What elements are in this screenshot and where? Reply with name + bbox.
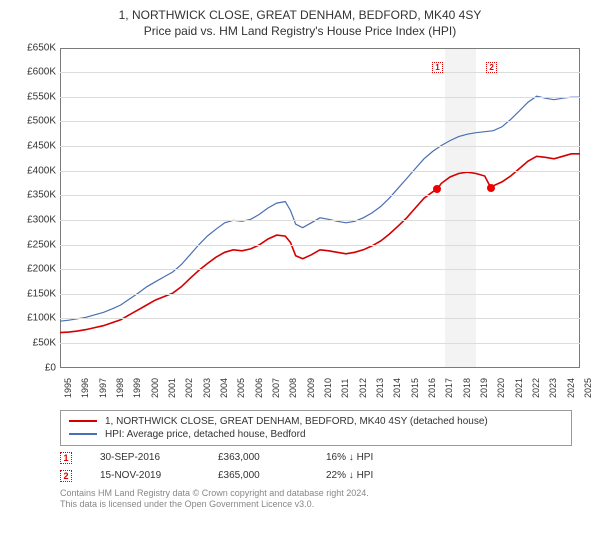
x-axis-tick: 2023 xyxy=(548,378,558,398)
y-axis-tick: £0 xyxy=(12,362,56,373)
sale-point-icon xyxy=(487,184,495,192)
sales-table: 1 30-SEP-2016 £363,000 16% ↓ HPI 2 15-NO… xyxy=(60,452,588,482)
x-axis-tick: 2013 xyxy=(375,378,385,398)
legend-swatch-hpi xyxy=(69,433,97,435)
sale-price: £365,000 xyxy=(218,470,298,481)
x-axis-tick: 2018 xyxy=(462,378,472,398)
x-axis-tick: 1997 xyxy=(98,378,108,398)
sale-diff: 22% ↓ HPI xyxy=(326,470,373,481)
x-axis-tick: 2008 xyxy=(288,378,298,398)
attribution-line: This data is licensed under the Open Gov… xyxy=(60,499,588,511)
gridline xyxy=(60,195,580,196)
gridline xyxy=(60,97,580,98)
x-axis-tick: 1998 xyxy=(115,378,125,398)
attribution: Contains HM Land Registry data © Crown c… xyxy=(60,488,588,511)
y-axis-tick: £400K xyxy=(12,165,56,176)
legend-label-property: 1, NORTHWICK CLOSE, GREAT DENHAM, BEDFOR… xyxy=(105,416,488,427)
x-axis-tick: 2009 xyxy=(306,378,316,398)
y-axis-tick: £350K xyxy=(12,190,56,201)
y-axis-tick: £600K xyxy=(12,67,56,78)
legend: 1, NORTHWICK CLOSE, GREAT DENHAM, BEDFOR… xyxy=(60,410,572,446)
x-axis-tick: 2015 xyxy=(410,378,420,398)
y-axis-tick: £300K xyxy=(12,214,56,225)
gridline xyxy=(60,121,580,122)
x-axis-tick: 2019 xyxy=(479,378,489,398)
y-axis-tick: £650K xyxy=(12,42,56,53)
sale-point-icon xyxy=(433,185,441,193)
x-axis-tick: 2025 xyxy=(583,378,593,398)
gridline xyxy=(60,269,580,270)
x-axis-tick: 2005 xyxy=(236,378,246,398)
sale-row: 1 30-SEP-2016 £363,000 16% ↓ HPI xyxy=(60,452,588,464)
chart-subtitle: Price paid vs. HM Land Registry's House … xyxy=(12,24,588,38)
gridline xyxy=(60,318,580,319)
sale-date: 15-NOV-2019 xyxy=(100,470,190,481)
chart-title: 1, NORTHWICK CLOSE, GREAT DENHAM, BEDFOR… xyxy=(12,8,588,24)
y-axis-tick: £100K xyxy=(12,313,56,324)
x-axis-tick: 2002 xyxy=(184,378,194,398)
x-axis-tick: 2012 xyxy=(358,378,368,398)
chart-lines xyxy=(60,48,580,368)
x-axis-tick: 2006 xyxy=(254,378,264,398)
x-axis-tick: 2014 xyxy=(392,378,402,398)
x-axis-tick: 2010 xyxy=(323,378,333,398)
gridline xyxy=(60,72,580,73)
sale-date: 30-SEP-2016 xyxy=(100,452,190,463)
y-axis-tick: £50K xyxy=(12,337,56,348)
sale-row: 2 15-NOV-2019 £365,000 22% ↓ HPI xyxy=(60,470,588,482)
x-axis-tick: 2016 xyxy=(427,378,437,398)
x-axis-tick: 2024 xyxy=(566,378,576,398)
y-axis-tick: £550K xyxy=(12,91,56,102)
x-axis-tick: 1995 xyxy=(63,378,73,398)
gridline xyxy=(60,294,580,295)
sale-price: £363,000 xyxy=(218,452,298,463)
series-hpi xyxy=(60,96,580,321)
y-axis-tick: £200K xyxy=(12,264,56,275)
chart-marker-icon: 2 xyxy=(486,62,497,73)
gridline xyxy=(60,220,580,221)
gridline xyxy=(60,245,580,246)
legend-label-hpi: HPI: Average price, detached house, Bedf… xyxy=(105,429,306,440)
x-axis-tick: 1999 xyxy=(132,378,142,398)
y-axis-tick: £150K xyxy=(12,288,56,299)
sale-marker-icon: 2 xyxy=(60,470,72,482)
x-axis-tick: 2020 xyxy=(496,378,506,398)
gridline xyxy=(60,343,580,344)
x-axis-tick: 2011 xyxy=(340,378,350,397)
sale-diff: 16% ↓ HPI xyxy=(326,452,373,463)
y-axis-tick: £250K xyxy=(12,239,56,250)
x-axis-tick: 1996 xyxy=(80,378,90,398)
x-axis-tick: 2000 xyxy=(150,378,160,398)
x-axis-tick: 2007 xyxy=(271,378,281,398)
legend-swatch-property xyxy=(69,420,97,422)
attribution-line: Contains HM Land Registry data © Crown c… xyxy=(60,488,588,500)
sale-marker-icon: 1 xyxy=(60,452,72,464)
x-axis-tick: 2001 xyxy=(167,378,177,398)
gridline xyxy=(60,171,580,172)
chart-marker-icon: 1 xyxy=(432,62,443,73)
gridline xyxy=(60,146,580,147)
x-axis-tick: 2017 xyxy=(444,378,454,398)
x-axis-tick: 2021 xyxy=(514,378,524,398)
x-axis-tick: 2003 xyxy=(202,378,212,398)
chart-area: £0 £50K £100K £150K £200K £250K £300K £350K £400… xyxy=(12,42,588,404)
y-axis-tick: £500K xyxy=(12,116,56,127)
x-axis-tick: 2004 xyxy=(219,378,229,398)
y-axis-tick: £450K xyxy=(12,141,56,152)
x-axis-tick: 2022 xyxy=(531,378,541,398)
series-property xyxy=(60,153,580,332)
